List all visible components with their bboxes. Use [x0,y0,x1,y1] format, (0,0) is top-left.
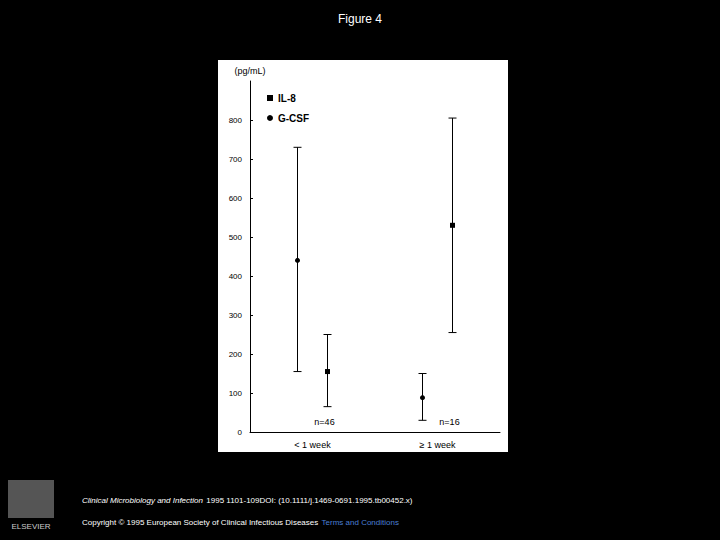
svg-text:Copyright © 1995 European Soci: Copyright © 1995 European Society of Cli… [82,518,318,527]
svg-text:1995 1101-109DOI: (10.1111/j.1: 1995 1101-109DOI: (10.1111/j.1469-0691.1… [206,496,413,505]
svg-text:n=46: n=46 [314,417,334,427]
svg-text:≥ 1 week: ≥ 1 week [420,440,456,450]
svg-text:800: 800 [229,116,243,125]
svg-text:300: 300 [229,311,243,320]
svg-text:IL-8: IL-8 [278,93,296,104]
svg-text:100: 100 [229,389,243,398]
svg-text:Clinical Microbiology and Infe: Clinical Microbiology and Infection [82,496,204,505]
svg-text:500: 500 [229,233,243,242]
svg-text:G-CSF: G-CSF [278,113,309,124]
svg-text:600: 600 [229,194,243,203]
svg-text:Figure 4: Figure 4 [338,12,382,26]
svg-text:(pg/mL): (pg/mL) [234,66,265,76]
svg-text:n=16: n=16 [439,417,459,427]
svg-text:Terms and Conditions: Terms and Conditions [322,518,399,527]
svg-text:0: 0 [238,428,243,437]
svg-text:700: 700 [229,155,243,164]
svg-text:ELSEVIER: ELSEVIER [11,522,50,531]
svg-text:200: 200 [229,350,243,359]
svg-text:400: 400 [229,272,243,281]
svg-text:< 1 week: < 1 week [294,440,331,450]
